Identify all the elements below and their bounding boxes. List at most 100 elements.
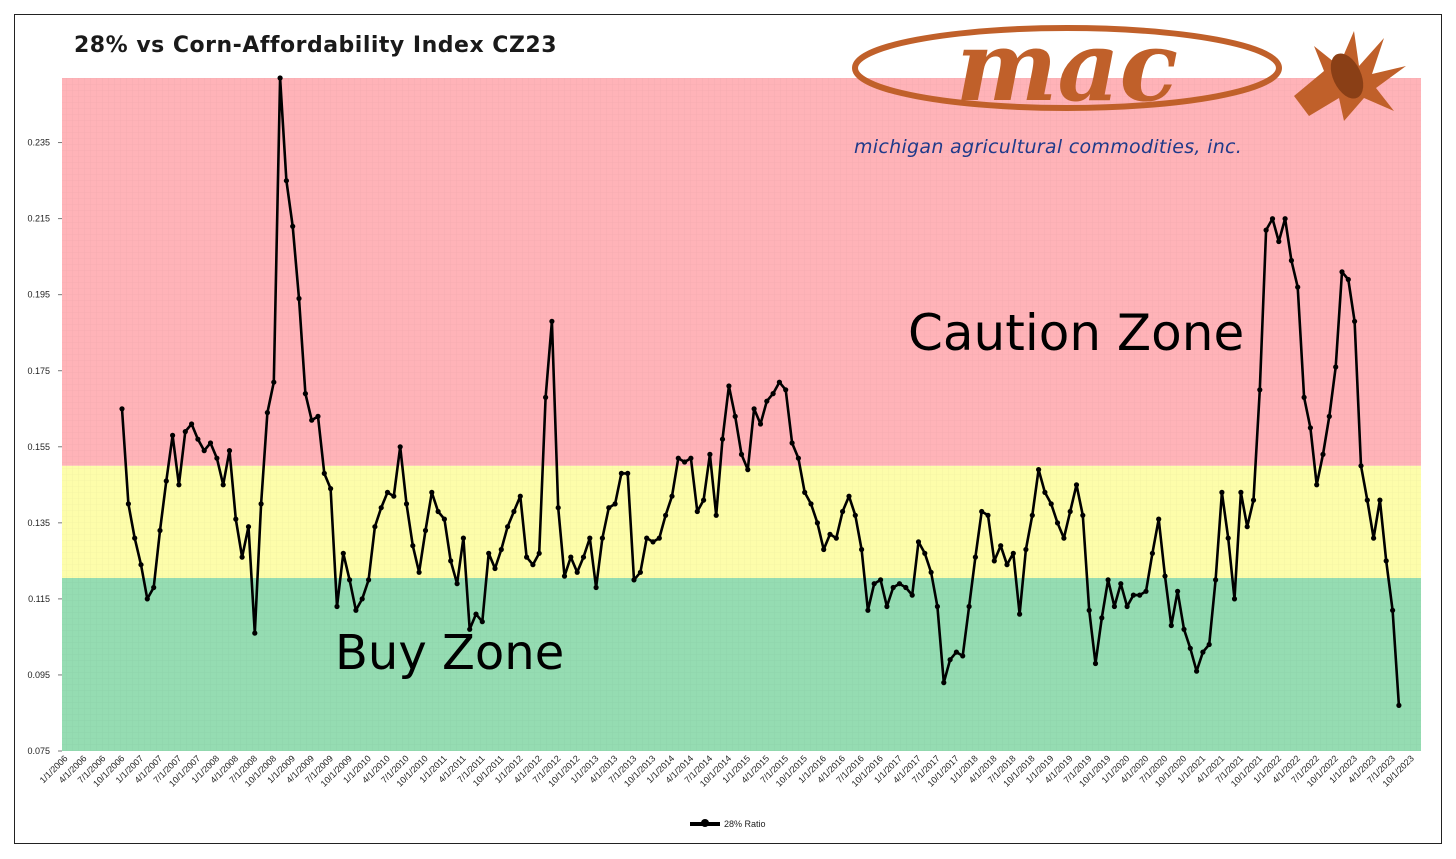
data-point <box>353 607 359 613</box>
data-point <box>1320 451 1326 457</box>
data-point <box>922 550 928 556</box>
data-point <box>934 603 941 610</box>
data-point <box>1295 284 1301 290</box>
data-point <box>258 501 264 507</box>
data-point <box>612 501 618 507</box>
chart-legend: 28% Ratio <box>690 819 766 829</box>
data-point <box>239 554 245 560</box>
data-point <box>1036 467 1042 473</box>
data-point <box>1301 394 1307 400</box>
y-axis: 0.075 0.095 0.115 0.135 0.155 0.175 0.195 0.215… <box>27 138 62 756</box>
series-28-ratio <box>119 75 1402 709</box>
data-point <box>1124 603 1130 610</box>
data-point <box>1282 216 1288 222</box>
data-point <box>859 546 865 553</box>
data-point <box>1010 550 1016 556</box>
data-point <box>1377 497 1383 503</box>
data-point <box>1042 489 1048 495</box>
data-point <box>631 577 637 583</box>
data-point <box>795 455 802 461</box>
data-point <box>580 554 587 560</box>
data-point <box>890 584 896 591</box>
data-point <box>1225 535 1231 541</box>
mac-logo: mac michigan agricultural commodities, i… <box>852 22 1422 158</box>
mac-wordmark: mac <box>852 22 1282 114</box>
data-point <box>1352 318 1358 324</box>
y-tick-label: 0.155 <box>27 442 50 452</box>
data-point <box>201 448 207 454</box>
data-point <box>587 535 593 541</box>
mac-wordmark-text: mac <box>956 22 1178 114</box>
data-point <box>941 680 947 686</box>
data-point <box>410 543 416 549</box>
data-point <box>378 505 384 511</box>
data-point <box>732 413 738 419</box>
data-point <box>252 630 258 636</box>
data-point <box>1086 607 1092 613</box>
data-point <box>1080 512 1086 518</box>
data-point <box>517 493 523 499</box>
data-point <box>783 387 789 393</box>
data-point <box>1213 577 1219 583</box>
data-point <box>1238 489 1244 495</box>
data-point <box>321 470 327 476</box>
data-point <box>334 603 340 610</box>
data-point <box>915 539 922 545</box>
data-point <box>290 223 296 229</box>
data-point <box>574 569 580 575</box>
data-point <box>1137 592 1143 598</box>
data-point <box>852 512 858 518</box>
data-point <box>138 562 144 568</box>
data-point <box>524 554 530 560</box>
chart-title: 28% vs Corn-Affordability Index CZ23 <box>74 33 558 58</box>
legend-label: 28% Ratio <box>724 819 766 829</box>
data-point <box>953 649 960 655</box>
data-point <box>682 459 688 465</box>
data-point <box>1383 558 1389 564</box>
data-point <box>865 607 871 613</box>
y-tick-label: 0.235 <box>27 138 50 148</box>
data-point <box>189 421 195 427</box>
data-point <box>1244 524 1250 530</box>
data-point <box>998 543 1004 549</box>
data-point <box>132 535 138 541</box>
data-point <box>309 417 315 423</box>
data-point <box>226 448 233 454</box>
data-point <box>397 444 403 450</box>
data-point <box>928 569 934 575</box>
data-point <box>435 508 441 515</box>
data-point <box>328 486 334 492</box>
data-point <box>1143 588 1149 594</box>
data-point <box>821 546 827 553</box>
data-point <box>207 440 214 446</box>
data-point <box>359 596 365 602</box>
data-point <box>340 550 346 556</box>
data-point <box>1269 216 1276 222</box>
data-point <box>1061 535 1067 541</box>
data-point <box>157 527 163 534</box>
data-point <box>1118 581 1124 587</box>
data-point <box>1364 497 1370 503</box>
data-point <box>776 379 783 385</box>
data-point <box>751 406 757 412</box>
data-point <box>302 391 308 397</box>
y-tick-label: 0.115 <box>28 594 50 604</box>
data-point <box>473 611 479 617</box>
data-point <box>599 535 606 541</box>
data-point <box>656 535 662 541</box>
data-point <box>220 482 226 488</box>
data-point <box>1333 364 1339 370</box>
data-point <box>454 581 460 587</box>
data-point <box>1206 641 1212 648</box>
data-point <box>264 410 270 416</box>
data-point <box>460 535 466 541</box>
data-point <box>1307 425 1313 431</box>
data-point <box>1029 512 1035 518</box>
data-point <box>1194 668 1200 674</box>
data-point <box>985 512 991 518</box>
data-point <box>1390 607 1396 613</box>
data-point <box>441 516 447 522</box>
data-point <box>486 550 492 556</box>
mac-logo-subtitle: michigan agricultural commodities, inc. <box>854 136 1243 158</box>
